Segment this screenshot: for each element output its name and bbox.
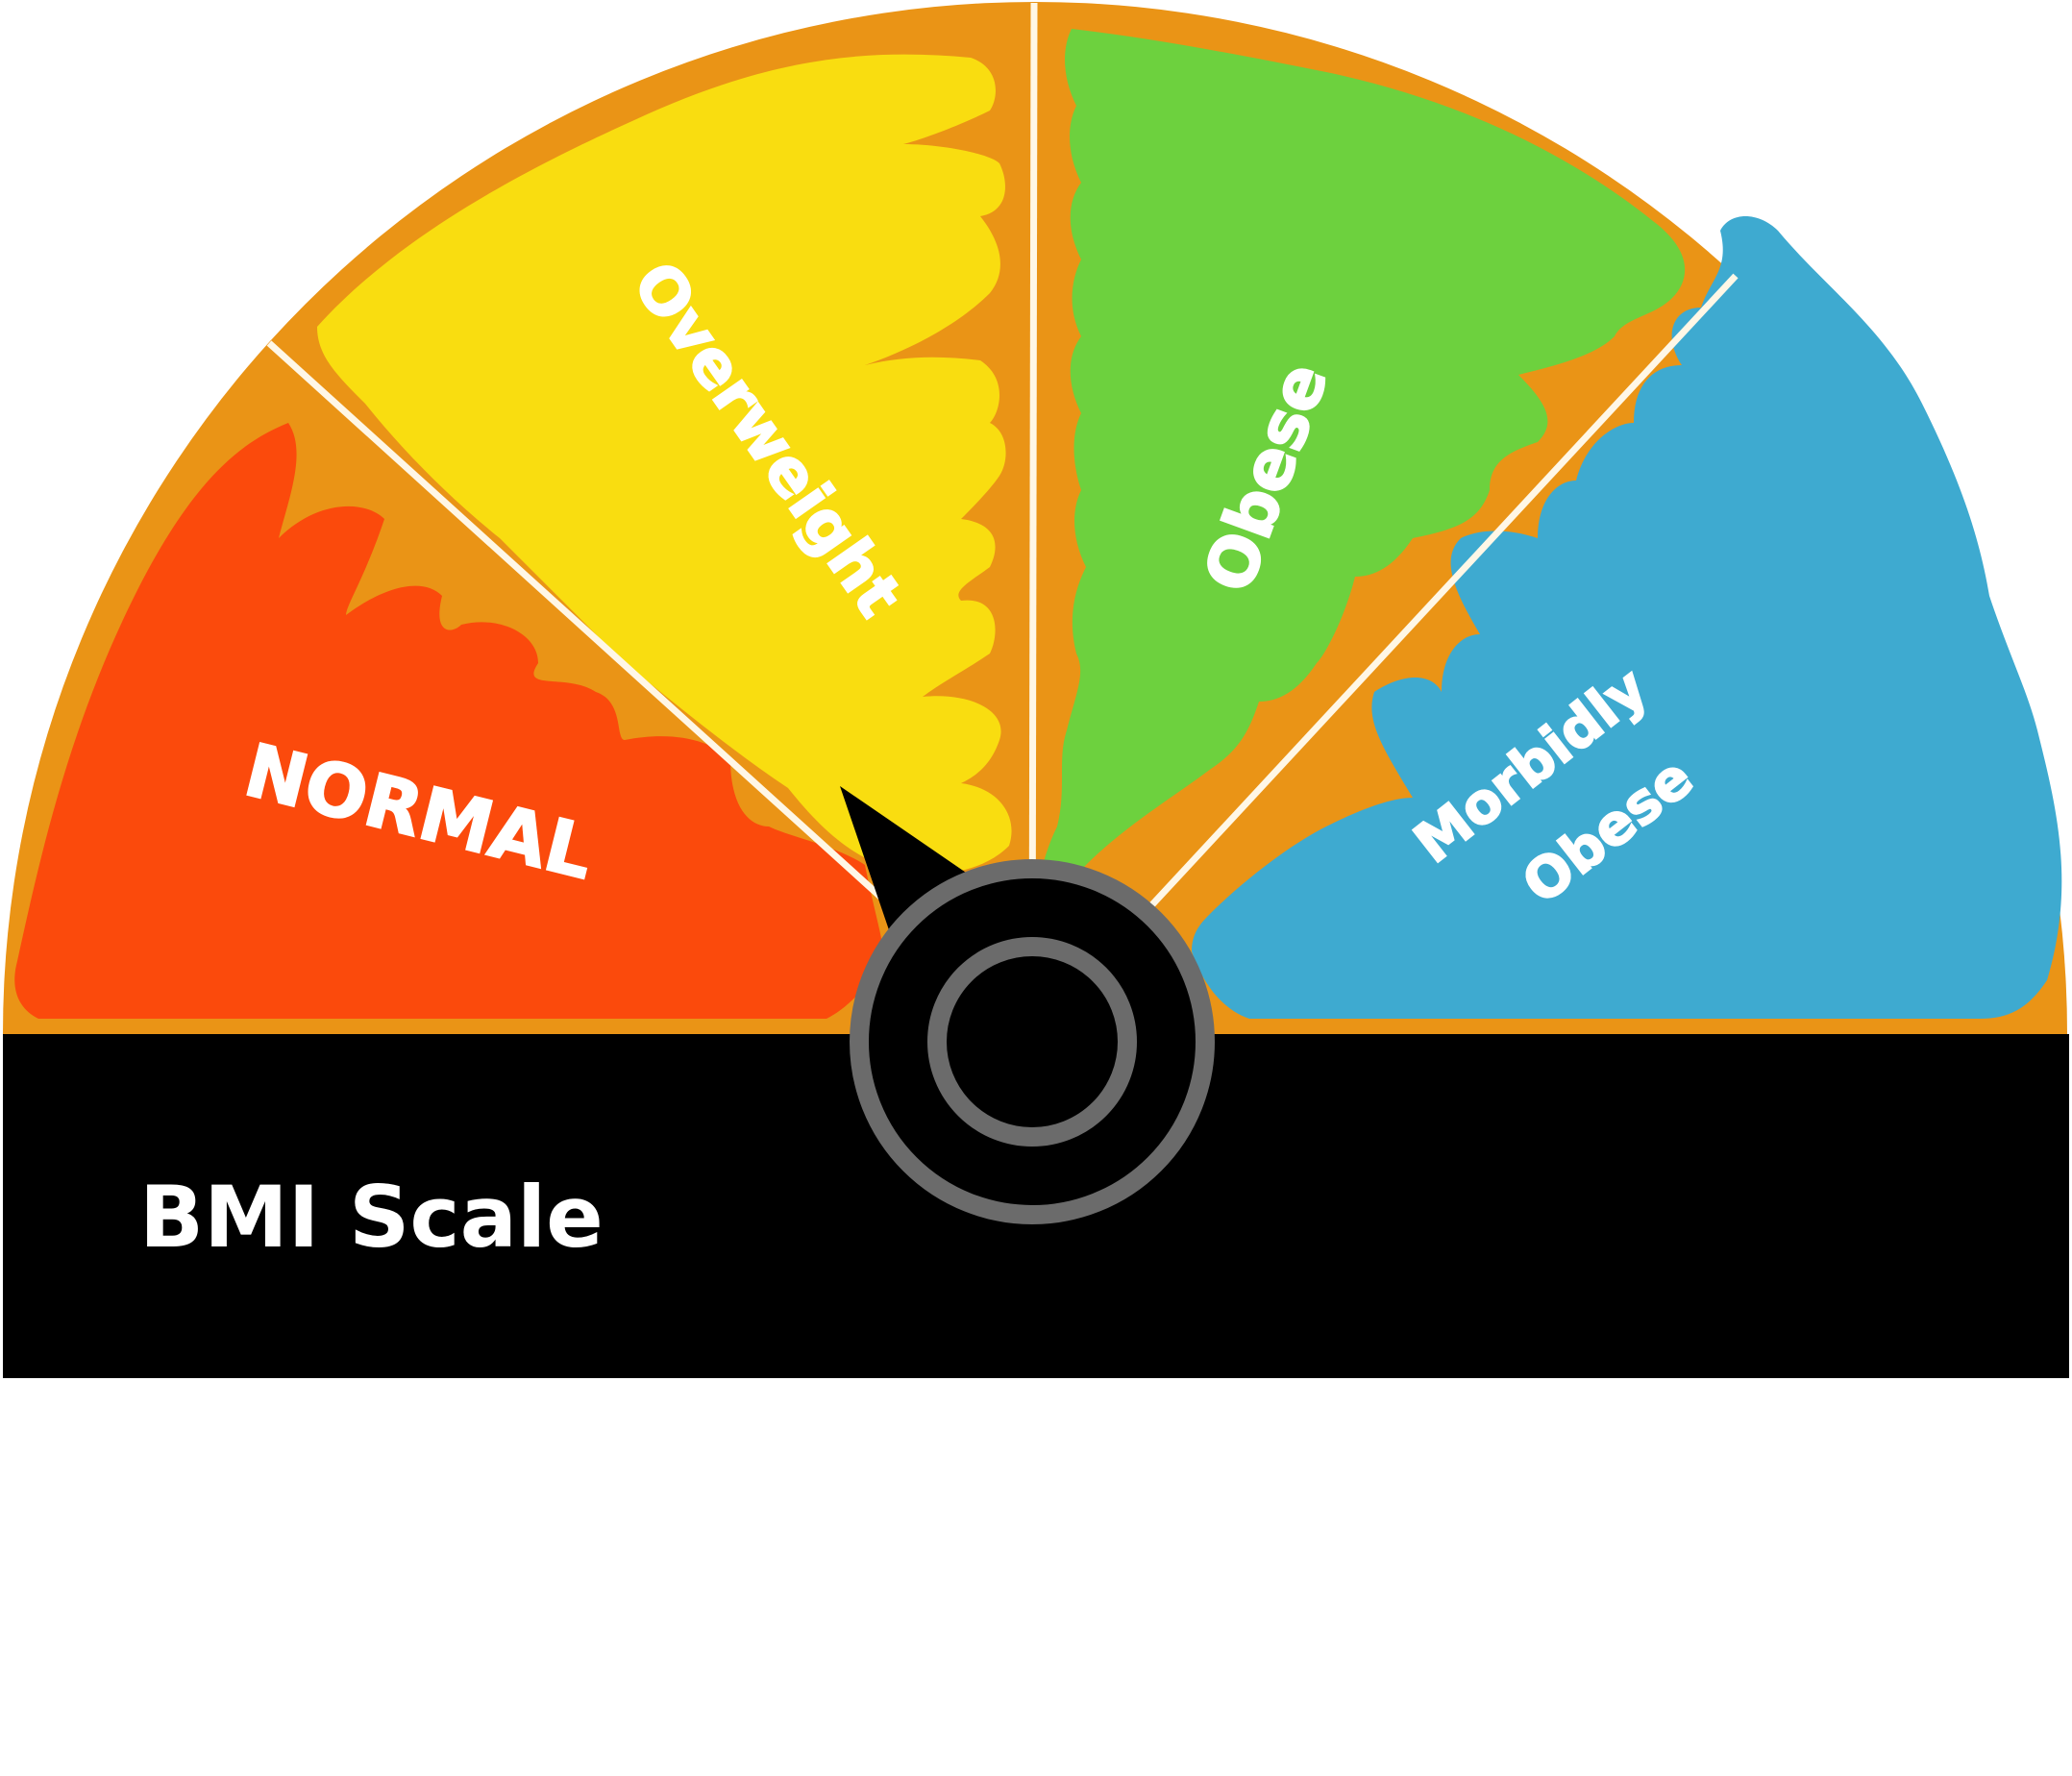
scale-title: BMI Scale bbox=[139, 1168, 604, 1267]
gauge-hub-inner bbox=[927, 937, 1137, 1147]
segment-obese bbox=[1034, 29, 1686, 961]
segment-normal bbox=[14, 423, 884, 1019]
segment-overweight bbox=[317, 54, 1012, 875]
segment-morbidly-obese bbox=[1192, 216, 2062, 1019]
